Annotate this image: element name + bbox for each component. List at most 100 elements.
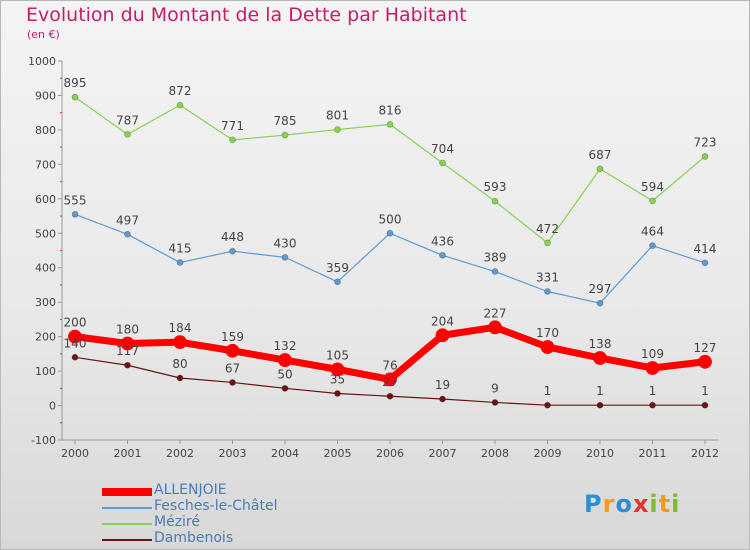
data-label: 19: [435, 378, 450, 392]
data-label: 117: [116, 344, 139, 358]
data-point: [701, 259, 709, 267]
y-tick-label: 600: [35, 193, 56, 206]
data-point: [278, 353, 292, 367]
data-label: 872: [169, 84, 192, 98]
data-label: 704: [431, 142, 454, 156]
data-point: [124, 230, 131, 238]
x-tick-label: 2001: [114, 447, 142, 460]
data-label: 787: [116, 113, 139, 127]
data-point: [386, 229, 394, 237]
data-point: [71, 353, 79, 361]
data-point: [281, 253, 289, 261]
x-tick-label: 2012: [691, 447, 719, 460]
data-point: [386, 120, 394, 128]
x-tick-label: 2008: [481, 447, 509, 460]
data-point: [120, 336, 135, 351]
data-label: 1: [649, 384, 657, 398]
data-label: 555: [64, 193, 87, 207]
data-point: [330, 362, 345, 377]
data-point: [439, 395, 446, 403]
data-point: [71, 93, 79, 101]
data-label: 415: [169, 242, 192, 256]
data-label: 204: [431, 314, 454, 328]
data-label: 127: [694, 341, 717, 355]
logo-letter: t: [658, 490, 672, 518]
data-point: [439, 251, 446, 259]
data-label: 50: [277, 367, 292, 381]
data-label: 1: [596, 384, 604, 398]
legend-swatch: [102, 507, 152, 509]
x-tick-label: 2007: [429, 447, 457, 460]
x-tick-label: 2000: [61, 447, 89, 460]
x-tick-label: 2011: [639, 447, 667, 460]
y-tick-label: 900: [35, 89, 56, 102]
data-label: 105: [326, 348, 349, 362]
data-point: [544, 239, 551, 247]
logo-letter: o: [615, 490, 633, 518]
data-label: 430: [274, 236, 297, 250]
data-label: 331: [536, 271, 559, 285]
logo-letter: i: [649, 490, 659, 518]
data-label: 771: [221, 119, 244, 133]
data-label: 159: [221, 330, 244, 344]
data-point: [334, 278, 341, 286]
data-label: 76: [382, 358, 397, 372]
data-point: [701, 401, 709, 409]
data-label: 895: [64, 76, 87, 90]
data-point: [281, 131, 289, 139]
legend-swatch: [102, 523, 152, 525]
data-point: [544, 288, 551, 295]
y-tick-label: 400: [35, 262, 56, 275]
data-point: [649, 197, 656, 205]
data-label: 594: [641, 180, 664, 194]
data-point: [386, 392, 394, 400]
data-point: [71, 210, 79, 218]
data-point: [698, 354, 712, 369]
data-label: 497: [116, 213, 139, 227]
data-point: [68, 329, 82, 344]
data-point: [124, 130, 131, 138]
data-label: 1: [544, 384, 552, 398]
data-point: [645, 361, 660, 375]
y-tick-label: 0: [49, 400, 56, 413]
data-point: [383, 372, 397, 387]
legend-swatch: [102, 488, 152, 496]
data-label: 359: [326, 261, 349, 275]
data-label: 80: [172, 357, 187, 371]
x-tick-label: 2006: [376, 447, 404, 460]
data-label: 464: [641, 225, 664, 239]
data-label: 180: [116, 323, 139, 337]
y-tick-label: 800: [35, 124, 56, 137]
data-point: [334, 390, 341, 397]
data-point: [491, 268, 499, 275]
x-tick-label: 2005: [324, 447, 352, 460]
data-label: 297: [589, 282, 612, 296]
data-label: 27: [382, 375, 397, 389]
x-tick-label: 2004: [271, 447, 299, 460]
data-label: 132: [274, 339, 297, 353]
data-label: 1: [701, 384, 709, 398]
data-point: [229, 247, 236, 255]
y-tick-label: 1000: [28, 55, 56, 68]
data-label: 723: [694, 135, 717, 149]
chart-unit: (en €): [27, 28, 60, 41]
data-point: [124, 361, 131, 369]
data-point: [701, 153, 709, 160]
data-label: 593: [484, 180, 507, 194]
data-label: 801: [326, 109, 349, 123]
data-point: [176, 374, 184, 382]
y-tick-label: 300: [35, 296, 56, 309]
data-label: 170: [536, 326, 559, 340]
data-label: 227: [484, 306, 507, 320]
y-tick-label: 100: [35, 365, 56, 378]
data-point: [540, 340, 555, 354]
data-label: 389: [484, 251, 507, 265]
x-tick-label: 2009: [534, 447, 562, 460]
data-point: [649, 401, 656, 409]
data-point: [596, 401, 604, 409]
logo-letter: r: [602, 490, 616, 518]
data-point: [649, 242, 656, 250]
y-tick-label: -100: [31, 434, 56, 447]
x-tick-label: 2010: [586, 447, 614, 460]
